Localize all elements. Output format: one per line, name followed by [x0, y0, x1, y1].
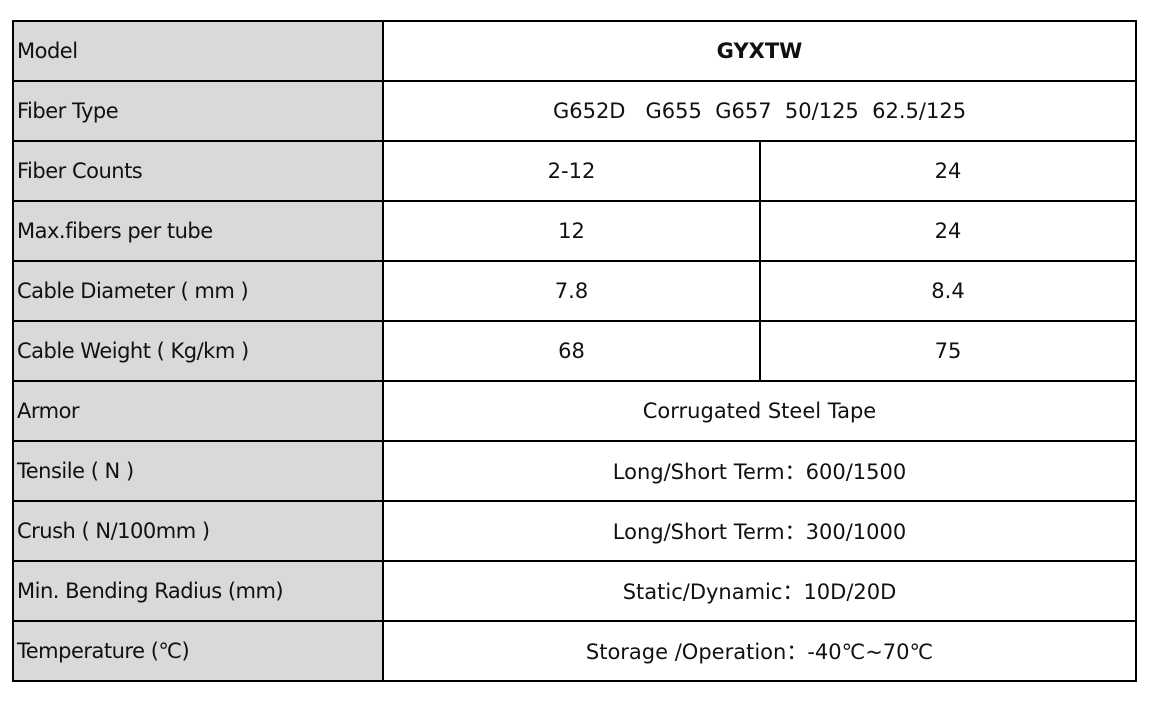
row-value: Storage /Operation：-40℃~70℃ — [381, 620, 1138, 682]
row-label: Armor — [12, 380, 384, 442]
table-row: Cable Weight ( Kg/km ) 68 75 — [12, 320, 1138, 382]
row-value: GYXTW — [381, 20, 1138, 82]
row-label: Tensile ( N ) — [12, 440, 384, 502]
table-row: Cable Diameter ( mm ) 7.8 8.4 — [12, 260, 1138, 322]
row-value: Long/Short Term：600/1500 — [381, 440, 1138, 502]
row-value: 24 — [758, 200, 1138, 262]
row-value: 2-12 — [382, 140, 761, 202]
table-row: Tensile ( N ) Long/Short Term：600/1500 — [12, 440, 1138, 502]
row-label: Max.fibers per tube — [12, 200, 384, 262]
row-value: 8.4 — [758, 260, 1138, 322]
row-value: 24 — [758, 140, 1138, 202]
spec-table: Model GYXTW Fiber Type G652D G655 G657 50/1… — [12, 20, 1138, 682]
row-value: Corrugated Steel Tape — [381, 380, 1138, 442]
row-value: 68 — [382, 320, 761, 382]
row-value: G652D G655 G657 50/125 62.5/125 — [381, 80, 1138, 142]
row-value: Static/Dynamic：10D/20D — [381, 560, 1138, 622]
table-body: Model GYXTW Fiber Type G652D G655 G657 50/1… — [12, 20, 1138, 682]
table-row: Max.fibers per tube 12 24 — [12, 200, 1138, 262]
row-label: Cable Diameter ( mm ) — [12, 260, 384, 322]
table-row: Fiber Type G652D G655 G657 50/125 62.5/12… — [12, 80, 1138, 142]
table-row: Temperature (℃) Storage /Operation：-40℃~7… — [12, 620, 1138, 682]
row-value: 75 — [758, 320, 1138, 382]
row-label: Cable Weight ( Kg/km ) — [12, 320, 384, 382]
table-row: Crush ( N/100mm ) Long/Short Term：300/100… — [12, 500, 1138, 562]
table-row: Model GYXTW — [12, 20, 1138, 82]
table-row: Armor Corrugated Steel Tape — [12, 380, 1138, 442]
row-label: Min. Bending Radius (mm) — [12, 560, 384, 622]
row-value: 12 — [382, 200, 761, 262]
row-value: 7.8 — [382, 260, 761, 322]
row-label: Temperature (℃) — [12, 620, 384, 682]
row-label: Fiber Type — [12, 80, 384, 142]
table-row: Min. Bending Radius (mm) Static/Dynamic：1… — [12, 560, 1138, 622]
row-label: Crush ( N/100mm ) — [12, 500, 384, 562]
row-label: Fiber Counts — [12, 140, 384, 202]
row-label: Model — [12, 20, 384, 82]
table-row: Fiber Counts 2-12 24 — [12, 140, 1138, 202]
row-value: Long/Short Term：300/1000 — [381, 500, 1138, 562]
